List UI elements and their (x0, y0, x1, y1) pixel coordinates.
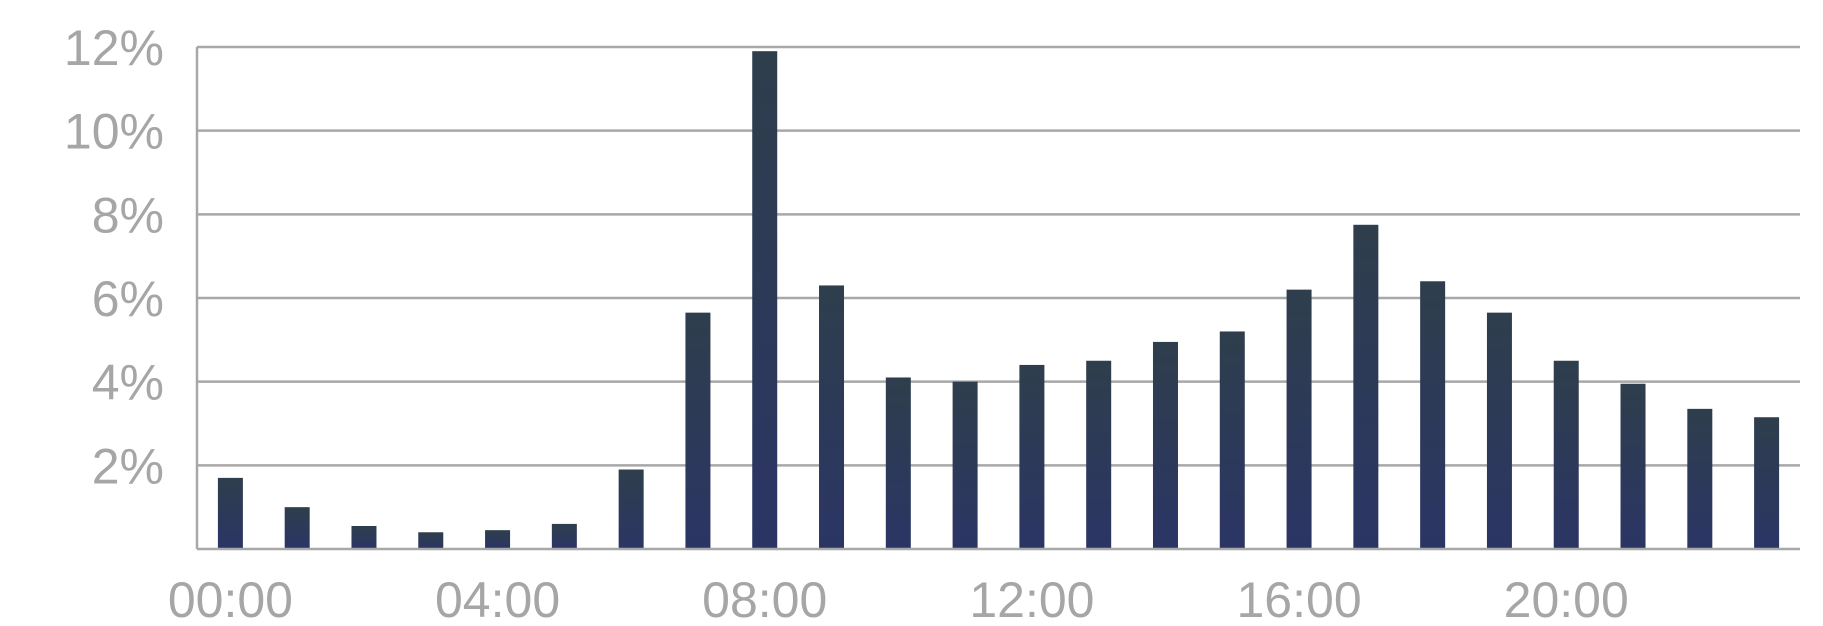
bar-09:00 (819, 285, 845, 549)
x-tick-label: 08:00 (702, 572, 827, 621)
x-tick-label: 00:00 (168, 572, 293, 621)
y-tick-label: 2% (92, 438, 164, 494)
bar-04:00 (485, 530, 511, 549)
bar-13:00 (1086, 360, 1112, 549)
y-tick-label: 12% (64, 20, 164, 76)
bar-00:00 (217, 477, 243, 549)
y-tick-label: 10% (64, 104, 164, 160)
bar-08:00 (752, 51, 778, 549)
bar-03:00 (418, 532, 444, 549)
x-tick-label: 20:00 (1504, 572, 1629, 621)
bar-20:00 (1553, 360, 1579, 549)
bar-15:00 (1219, 331, 1245, 549)
y-tick-label: 8% (92, 187, 164, 243)
bar-17:00 (1353, 224, 1379, 549)
x-tick-label: 16:00 (1237, 572, 1362, 621)
bar-01:00 (284, 507, 310, 549)
y-tick-label: 4% (92, 355, 164, 411)
bar-10:00 (885, 377, 911, 549)
bar-21:00 (1620, 383, 1646, 549)
bar-16:00 (1286, 289, 1312, 549)
bar-07:00 (685, 312, 711, 549)
bar-02:00 (351, 525, 377, 549)
y-tick-labels: 2% 4% 6% 8% 10% 12% (64, 20, 164, 494)
bar-19:00 (1486, 312, 1512, 549)
bar-05:00 (551, 523, 577, 549)
bar-14:00 (1152, 341, 1178, 549)
x-tick-labels: 00:00 04:00 08:00 12:00 16:00 20:00 (168, 572, 1629, 626)
bar-22:00 (1687, 408, 1713, 549)
bar-23:00 (1754, 417, 1780, 549)
gridlines (197, 45, 1800, 467)
bars (217, 51, 1780, 549)
bar-11:00 (952, 381, 978, 549)
bar-06:00 (618, 469, 644, 549)
bar-18:00 (1420, 281, 1446, 549)
x-tick-label: 12:00 (969, 572, 1094, 621)
y-tick-label: 6% (92, 271, 164, 327)
bar-12:00 (1019, 364, 1045, 549)
axes (195, 47, 1800, 551)
x-tick-label: 04:00 (435, 572, 560, 621)
